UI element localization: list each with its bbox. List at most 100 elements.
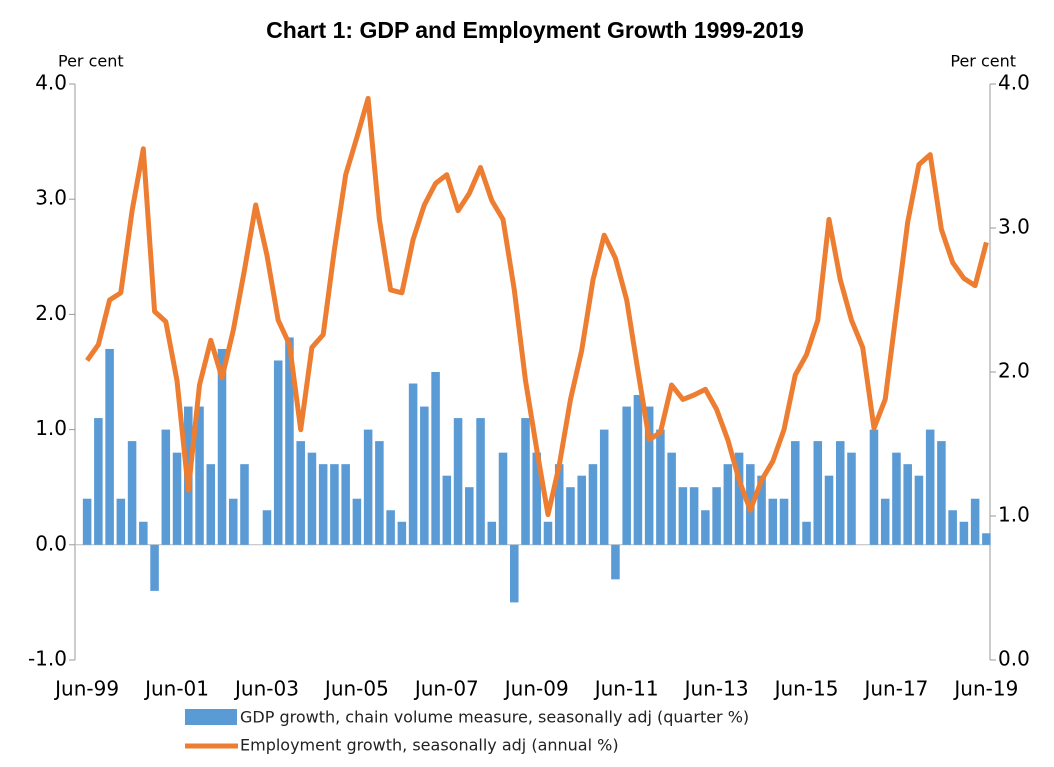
bar: [937, 441, 946, 545]
bar: [532, 452, 542, 545]
bar: [802, 521, 811, 545]
bar: [644, 406, 654, 545]
bar: [667, 452, 676, 545]
bar: [599, 429, 609, 545]
bar: [363, 429, 373, 545]
bar: [948, 510, 957, 545]
bar: [228, 498, 238, 545]
legend-swatch-bar: [185, 709, 237, 725]
bar: [982, 533, 991, 545]
bar: [453, 418, 463, 545]
bar: [554, 464, 564, 545]
bar: [94, 418, 103, 545]
bar: [678, 487, 688, 545]
bar: [914, 475, 924, 545]
bar: [487, 521, 497, 545]
bar: [408, 383, 418, 545]
y-tick-label: -1.0: [28, 647, 67, 671]
bar: [656, 429, 665, 545]
bar: [296, 441, 305, 545]
bar: [757, 475, 766, 545]
bar: [509, 544, 519, 603]
bar: [734, 452, 744, 545]
bar: [880, 498, 890, 545]
y-tick-label: 0.0: [35, 531, 67, 555]
bar: [116, 498, 126, 545]
x-tick-label: Jun-05: [323, 677, 389, 701]
line: [85, 95, 989, 518]
bar: [318, 464, 328, 545]
bar: [352, 498, 362, 545]
bar: [273, 360, 283, 545]
y2-tick-label: 4.0: [998, 71, 1030, 95]
chart-title: Chart 1: GDP and Employment Growth 1999-…: [266, 17, 804, 43]
bar: [892, 452, 901, 545]
bar: [386, 510, 395, 545]
bar: [689, 487, 699, 545]
bar: [217, 348, 227, 545]
y-tick-label: 2.0: [35, 301, 67, 325]
y2-tick-label: 0.0: [998, 647, 1030, 671]
bar: [498, 452, 508, 545]
bar: [375, 441, 384, 545]
bar: [150, 544, 159, 591]
bar: [139, 521, 148, 545]
bar: [521, 418, 530, 545]
x-tick-label: Jun-13: [683, 677, 749, 701]
bar: [835, 441, 845, 545]
x-tick-label: Jun-19: [952, 677, 1018, 701]
bar: [633, 395, 643, 545]
y-tick-label: 3.0: [35, 186, 67, 210]
x-tick-label: Jun-09: [503, 677, 569, 701]
y2-tick-label: 1.0: [998, 503, 1030, 527]
bar: [611, 544, 620, 580]
bar: [206, 464, 216, 545]
x-tick-label: Jun-17: [862, 677, 928, 701]
bar: [824, 475, 834, 545]
bar: [465, 487, 474, 545]
bar: [813, 441, 823, 545]
bar: [341, 464, 350, 545]
bar: [701, 510, 710, 545]
bar: [566, 487, 575, 545]
bar: [476, 418, 485, 545]
bar: [768, 498, 778, 545]
bar: [105, 348, 114, 545]
bar: [330, 464, 339, 545]
bar: [959, 521, 969, 545]
y2-tick-label: 3.0: [998, 215, 1030, 239]
bar: [925, 429, 935, 545]
bar: [847, 452, 856, 545]
x-tick-label: Jun-07: [413, 677, 479, 701]
y-axis-label: Per cent: [58, 52, 124, 71]
x-tick-label: Jun-15: [773, 677, 839, 701]
bar: [869, 429, 879, 545]
bar: [285, 337, 294, 545]
bar: [791, 441, 800, 545]
y-tick-label: 4.0: [35, 71, 67, 95]
bar: [262, 510, 272, 545]
bar: [397, 521, 407, 545]
bar: [307, 452, 317, 545]
bar: [622, 406, 631, 545]
x-tick-label: Jun-11: [593, 677, 659, 701]
bar: [431, 372, 440, 545]
legend-label: GDP growth, chain volume measure, season…: [240, 708, 749, 727]
bar: [195, 406, 204, 545]
x-tick-label: Jun-99: [53, 677, 119, 701]
bar: [903, 464, 912, 545]
legend-label: Employment growth, seasonally adj (annua…: [240, 736, 619, 755]
bar: [588, 464, 598, 545]
bar: [712, 487, 721, 545]
x-tick-label: Jun-03: [233, 677, 299, 701]
bar: [420, 406, 429, 545]
bar: [577, 475, 586, 545]
bar: [543, 521, 553, 545]
bar: [172, 452, 182, 545]
bar: [127, 441, 137, 545]
bar: [723, 464, 733, 545]
bar: [970, 498, 980, 545]
y2-tick-label: 2.0: [998, 359, 1030, 383]
bar: [82, 498, 92, 545]
